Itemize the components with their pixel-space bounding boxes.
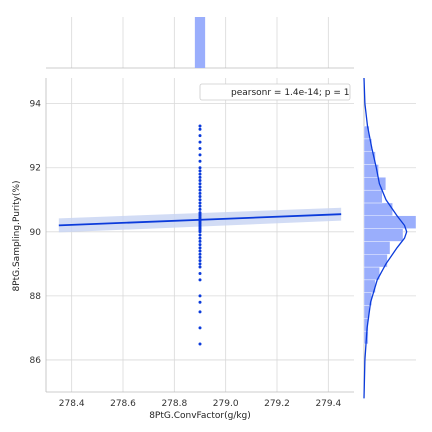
y-tick-labels: 86 88 90 92 94 xyxy=(30,100,42,366)
axes xyxy=(45,78,354,393)
right-hist-bar xyxy=(363,177,387,191)
scatter-point xyxy=(198,300,202,304)
scatter-point xyxy=(198,146,202,150)
y-axis-label: 8PtG.Sampling.Purity(%) xyxy=(12,180,22,291)
scatter-point xyxy=(198,195,202,199)
y-tick-label: 94 xyxy=(30,100,42,110)
legend: pearsonr = 1.4e-14; p = 1 xyxy=(199,83,351,101)
scatter-point xyxy=(198,262,202,266)
scatter-point xyxy=(198,166,202,170)
scatter-point xyxy=(198,265,202,269)
right-hist-bar xyxy=(363,266,380,281)
scatter-point xyxy=(198,255,202,259)
x-tick-label: 278.6 xyxy=(110,399,136,409)
scatter-point xyxy=(198,204,202,208)
legend-text: pearsonr = 1.4e-14; p = 1 xyxy=(231,88,349,98)
top-marginal-histogram xyxy=(46,17,354,69)
kde-curve xyxy=(363,77,408,399)
scatter-point xyxy=(198,211,202,215)
scatter-point xyxy=(198,207,202,211)
right-hist-bar xyxy=(363,254,388,268)
scatter-point xyxy=(198,278,202,282)
scatter-point xyxy=(198,259,202,263)
scatter-point xyxy=(198,326,202,330)
right-hist-bar xyxy=(363,241,391,255)
scatter-point xyxy=(198,243,202,247)
scatter-point xyxy=(198,201,202,205)
x-tick-label: 279.0 xyxy=(213,399,239,409)
y-tick-label: 86 xyxy=(30,356,42,366)
scatter-point xyxy=(198,342,202,346)
x-tick-labels: 278.4 278.6 278.8 279.0 279.2 279.4 xyxy=(59,399,342,409)
x-tick-label: 278.8 xyxy=(161,399,187,409)
scatter-point xyxy=(198,124,202,128)
y-tick-label: 88 xyxy=(30,292,42,302)
right-hist-bar xyxy=(363,228,404,242)
scatter-point xyxy=(198,310,202,314)
scatter-point xyxy=(198,198,202,202)
top-hist-bar xyxy=(194,17,206,68)
scatter-point xyxy=(198,153,202,157)
scatter-point xyxy=(198,239,202,243)
x-tick-label: 278.4 xyxy=(59,399,85,409)
scatter-point xyxy=(198,252,202,256)
scatter-point xyxy=(198,127,202,131)
scatter-point xyxy=(198,249,202,253)
x-tick-label: 279.4 xyxy=(315,399,341,409)
right-hist-bar xyxy=(363,202,393,216)
scatter-point xyxy=(198,172,202,176)
right-hist-bar xyxy=(363,215,417,229)
scatter-point xyxy=(198,182,202,186)
scatter-points xyxy=(198,124,202,346)
scatter-point xyxy=(198,169,202,173)
scatter-point xyxy=(198,236,202,240)
scatter-point xyxy=(198,140,202,144)
right-hist-bar xyxy=(363,189,383,204)
scatter-point xyxy=(198,159,202,163)
scatter-point xyxy=(198,271,202,275)
scatter-point xyxy=(198,294,202,298)
scatter-point xyxy=(198,246,202,250)
scatter-point xyxy=(198,185,202,189)
scatter-point xyxy=(198,175,202,179)
x-tick-label: 279.2 xyxy=(264,399,290,409)
y-tick-label: 92 xyxy=(30,164,41,174)
legend-box xyxy=(199,83,351,101)
scatter-point xyxy=(198,134,202,138)
scatter-point xyxy=(198,191,202,195)
right-marginal-histogram xyxy=(363,77,417,399)
x-axis-label: 8PtG.ConvFactor(g/kg) xyxy=(149,411,251,421)
scatter-point xyxy=(198,188,202,192)
scatter-point xyxy=(198,233,202,237)
y-tick-label: 90 xyxy=(30,228,42,238)
scatter-point xyxy=(198,179,202,183)
